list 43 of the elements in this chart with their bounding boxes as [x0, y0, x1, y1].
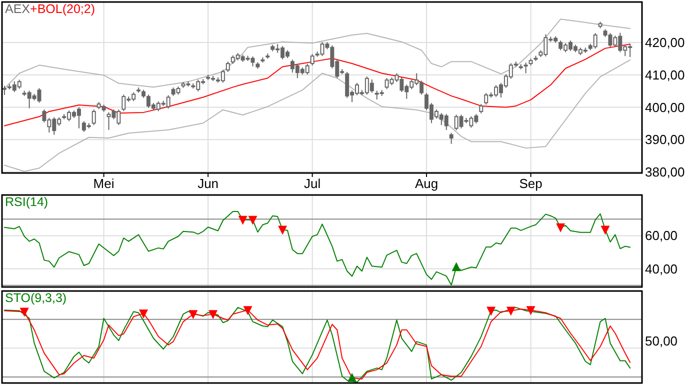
candlestick — [2, 85, 6, 96]
point — [556, 223, 566, 232]
y-tick-label: 390,00 — [645, 132, 685, 148]
candlestick — [449, 132, 454, 144]
x-tick-label: Sep — [519, 176, 542, 191]
y-tick-label: 410,00 — [645, 67, 685, 82]
point — [526, 306, 536, 316]
line-series — [4, 18, 631, 89]
line-series — [4, 44, 631, 126]
point — [139, 309, 148, 318]
text: 50,00 — [645, 334, 678, 348]
point — [278, 226, 288, 235]
candlestick — [479, 104, 484, 114]
x-tick-label: Jun — [198, 176, 219, 191]
y-tick-label: 40,00 — [645, 261, 678, 276]
point — [238, 216, 248, 225]
candlestick — [310, 54, 314, 66]
point — [248, 216, 258, 225]
y-tick-label: 420,00 — [645, 34, 685, 50]
point — [348, 372, 357, 382]
chart-title: AEX — [5, 2, 31, 16]
x-tick-label: Jul — [304, 176, 321, 191]
text: +BOL(20;2) — [30, 2, 95, 16]
point — [20, 308, 29, 317]
x-tick-label: Mei — [93, 176, 114, 191]
chart-title: RSI(14) — [5, 195, 48, 209]
y-tick-label: 380,00 — [645, 164, 685, 180]
candlestick — [524, 62, 528, 74]
y-tick-label: 400,00 — [645, 100, 685, 115]
point — [506, 306, 516, 316]
y-tick-label: 60,00 — [645, 228, 678, 244]
candlestick — [226, 61, 230, 72]
line-series — [4, 211, 631, 286]
point — [243, 306, 252, 316]
point — [208, 310, 218, 320]
line-series — [4, 59, 631, 172]
point — [600, 226, 610, 235]
point — [486, 306, 496, 316]
point — [188, 310, 198, 320]
candlestick — [92, 109, 96, 126]
chart-title: STO(9,3,3) — [5, 291, 67, 305]
point — [452, 262, 461, 272]
x-tick-label: Aug — [414, 176, 438, 191]
